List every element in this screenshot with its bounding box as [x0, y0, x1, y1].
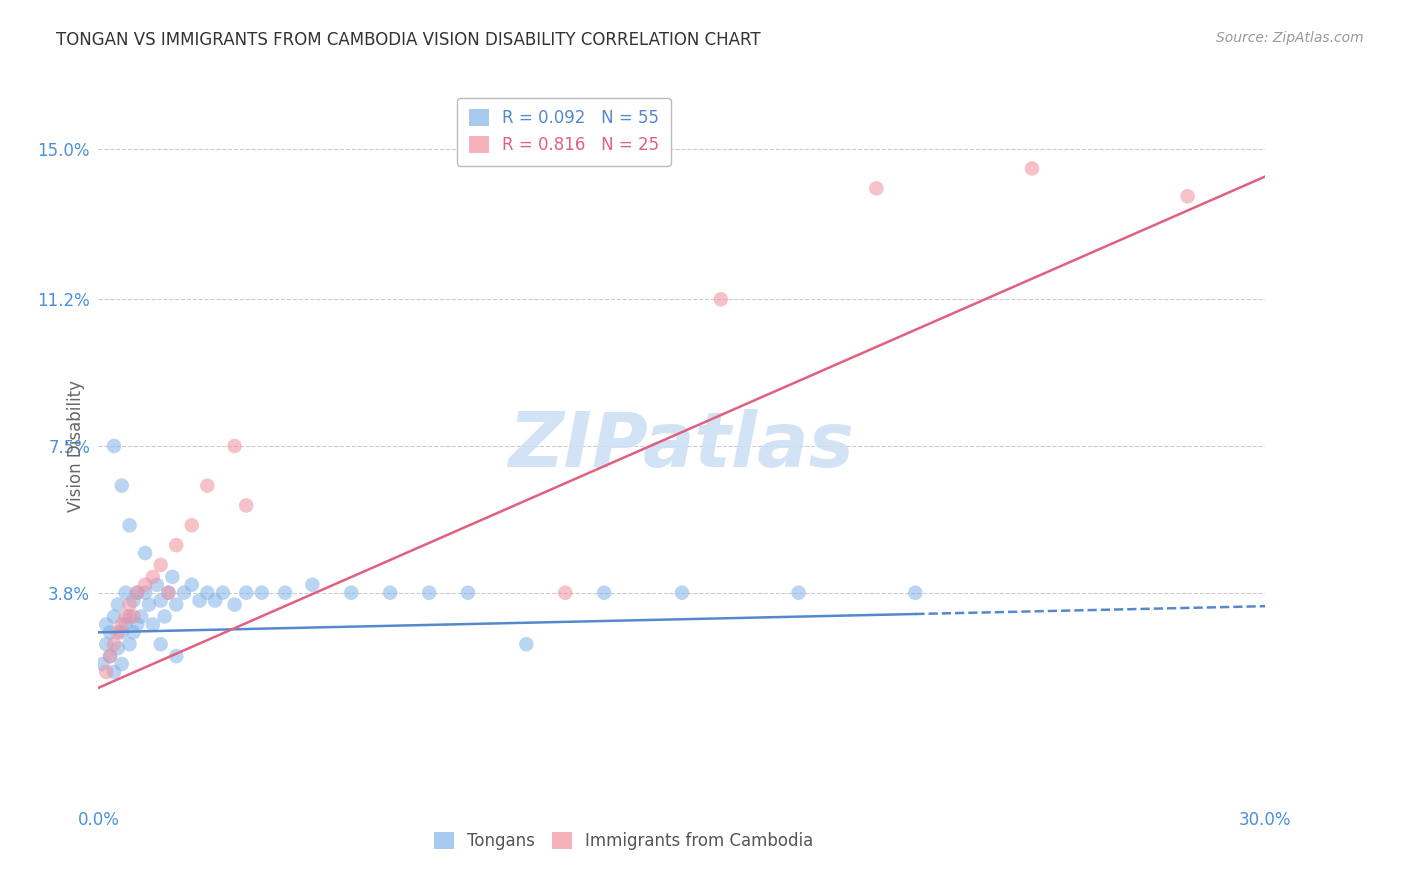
Point	[114, 585, 136, 599]
Point	[118, 637, 141, 651]
Text: ZIPatlas: ZIPatlas	[509, 409, 855, 483]
Point	[134, 546, 156, 560]
Point	[149, 593, 172, 607]
Point	[107, 598, 129, 612]
Point	[122, 625, 145, 640]
Point	[107, 641, 129, 656]
Point	[710, 293, 733, 307]
Point	[301, 578, 323, 592]
Point	[91, 657, 114, 671]
Point	[380, 585, 402, 599]
Point	[173, 585, 195, 599]
Point	[865, 181, 887, 195]
Point	[111, 657, 134, 671]
Point	[134, 585, 156, 599]
Point	[127, 585, 149, 599]
Point	[554, 585, 576, 599]
Point	[224, 598, 246, 612]
Point	[904, 585, 927, 599]
Point	[96, 637, 118, 651]
Point	[195, 585, 218, 599]
Point	[180, 518, 202, 533]
Point	[165, 598, 187, 612]
Point	[457, 585, 479, 599]
Point	[122, 593, 145, 607]
Point	[129, 609, 152, 624]
Point	[134, 578, 156, 592]
Point	[118, 518, 141, 533]
Legend: Tongans, Immigrants from Cambodia: Tongans, Immigrants from Cambodia	[426, 824, 821, 859]
Point	[118, 598, 141, 612]
Point	[162, 570, 184, 584]
Point	[114, 609, 136, 624]
Point	[212, 585, 235, 599]
Y-axis label: Vision Disability: Vision Disability	[66, 380, 84, 512]
Point	[142, 570, 165, 584]
Point	[98, 625, 121, 640]
Point	[157, 585, 180, 599]
Point	[224, 439, 246, 453]
Point	[98, 649, 121, 664]
Point	[235, 499, 257, 513]
Point	[111, 478, 134, 492]
Point	[671, 585, 693, 599]
Point	[204, 593, 226, 607]
Point	[107, 625, 129, 640]
Point	[149, 637, 172, 651]
Point	[103, 609, 125, 624]
Point	[593, 585, 616, 599]
Point	[418, 585, 440, 599]
Point	[157, 585, 180, 599]
Point	[153, 609, 176, 624]
Point	[274, 585, 297, 599]
Point	[111, 625, 134, 640]
Point	[235, 585, 257, 599]
Point	[340, 585, 363, 599]
Point	[103, 439, 125, 453]
Point	[111, 617, 134, 632]
Point	[1177, 189, 1199, 203]
Point	[165, 538, 187, 552]
Text: TONGAN VS IMMIGRANTS FROM CAMBODIA VISION DISABILITY CORRELATION CHART: TONGAN VS IMMIGRANTS FROM CAMBODIA VISIO…	[56, 31, 761, 49]
Point	[149, 558, 172, 572]
Point	[98, 649, 121, 664]
Point	[114, 617, 136, 632]
Point	[103, 637, 125, 651]
Point	[103, 665, 125, 679]
Point	[127, 617, 149, 632]
Point	[250, 585, 273, 599]
Point	[138, 598, 160, 612]
Point	[165, 649, 187, 664]
Point	[787, 585, 810, 599]
Point	[515, 637, 537, 651]
Point	[1021, 161, 1043, 176]
Point	[118, 609, 141, 624]
Point	[146, 578, 169, 592]
Point	[96, 665, 118, 679]
Text: Source: ZipAtlas.com: Source: ZipAtlas.com	[1216, 31, 1364, 45]
Point	[195, 478, 218, 492]
Point	[188, 593, 211, 607]
Point	[122, 609, 145, 624]
Point	[127, 585, 149, 599]
Point	[142, 617, 165, 632]
Point	[96, 617, 118, 632]
Point	[180, 578, 202, 592]
